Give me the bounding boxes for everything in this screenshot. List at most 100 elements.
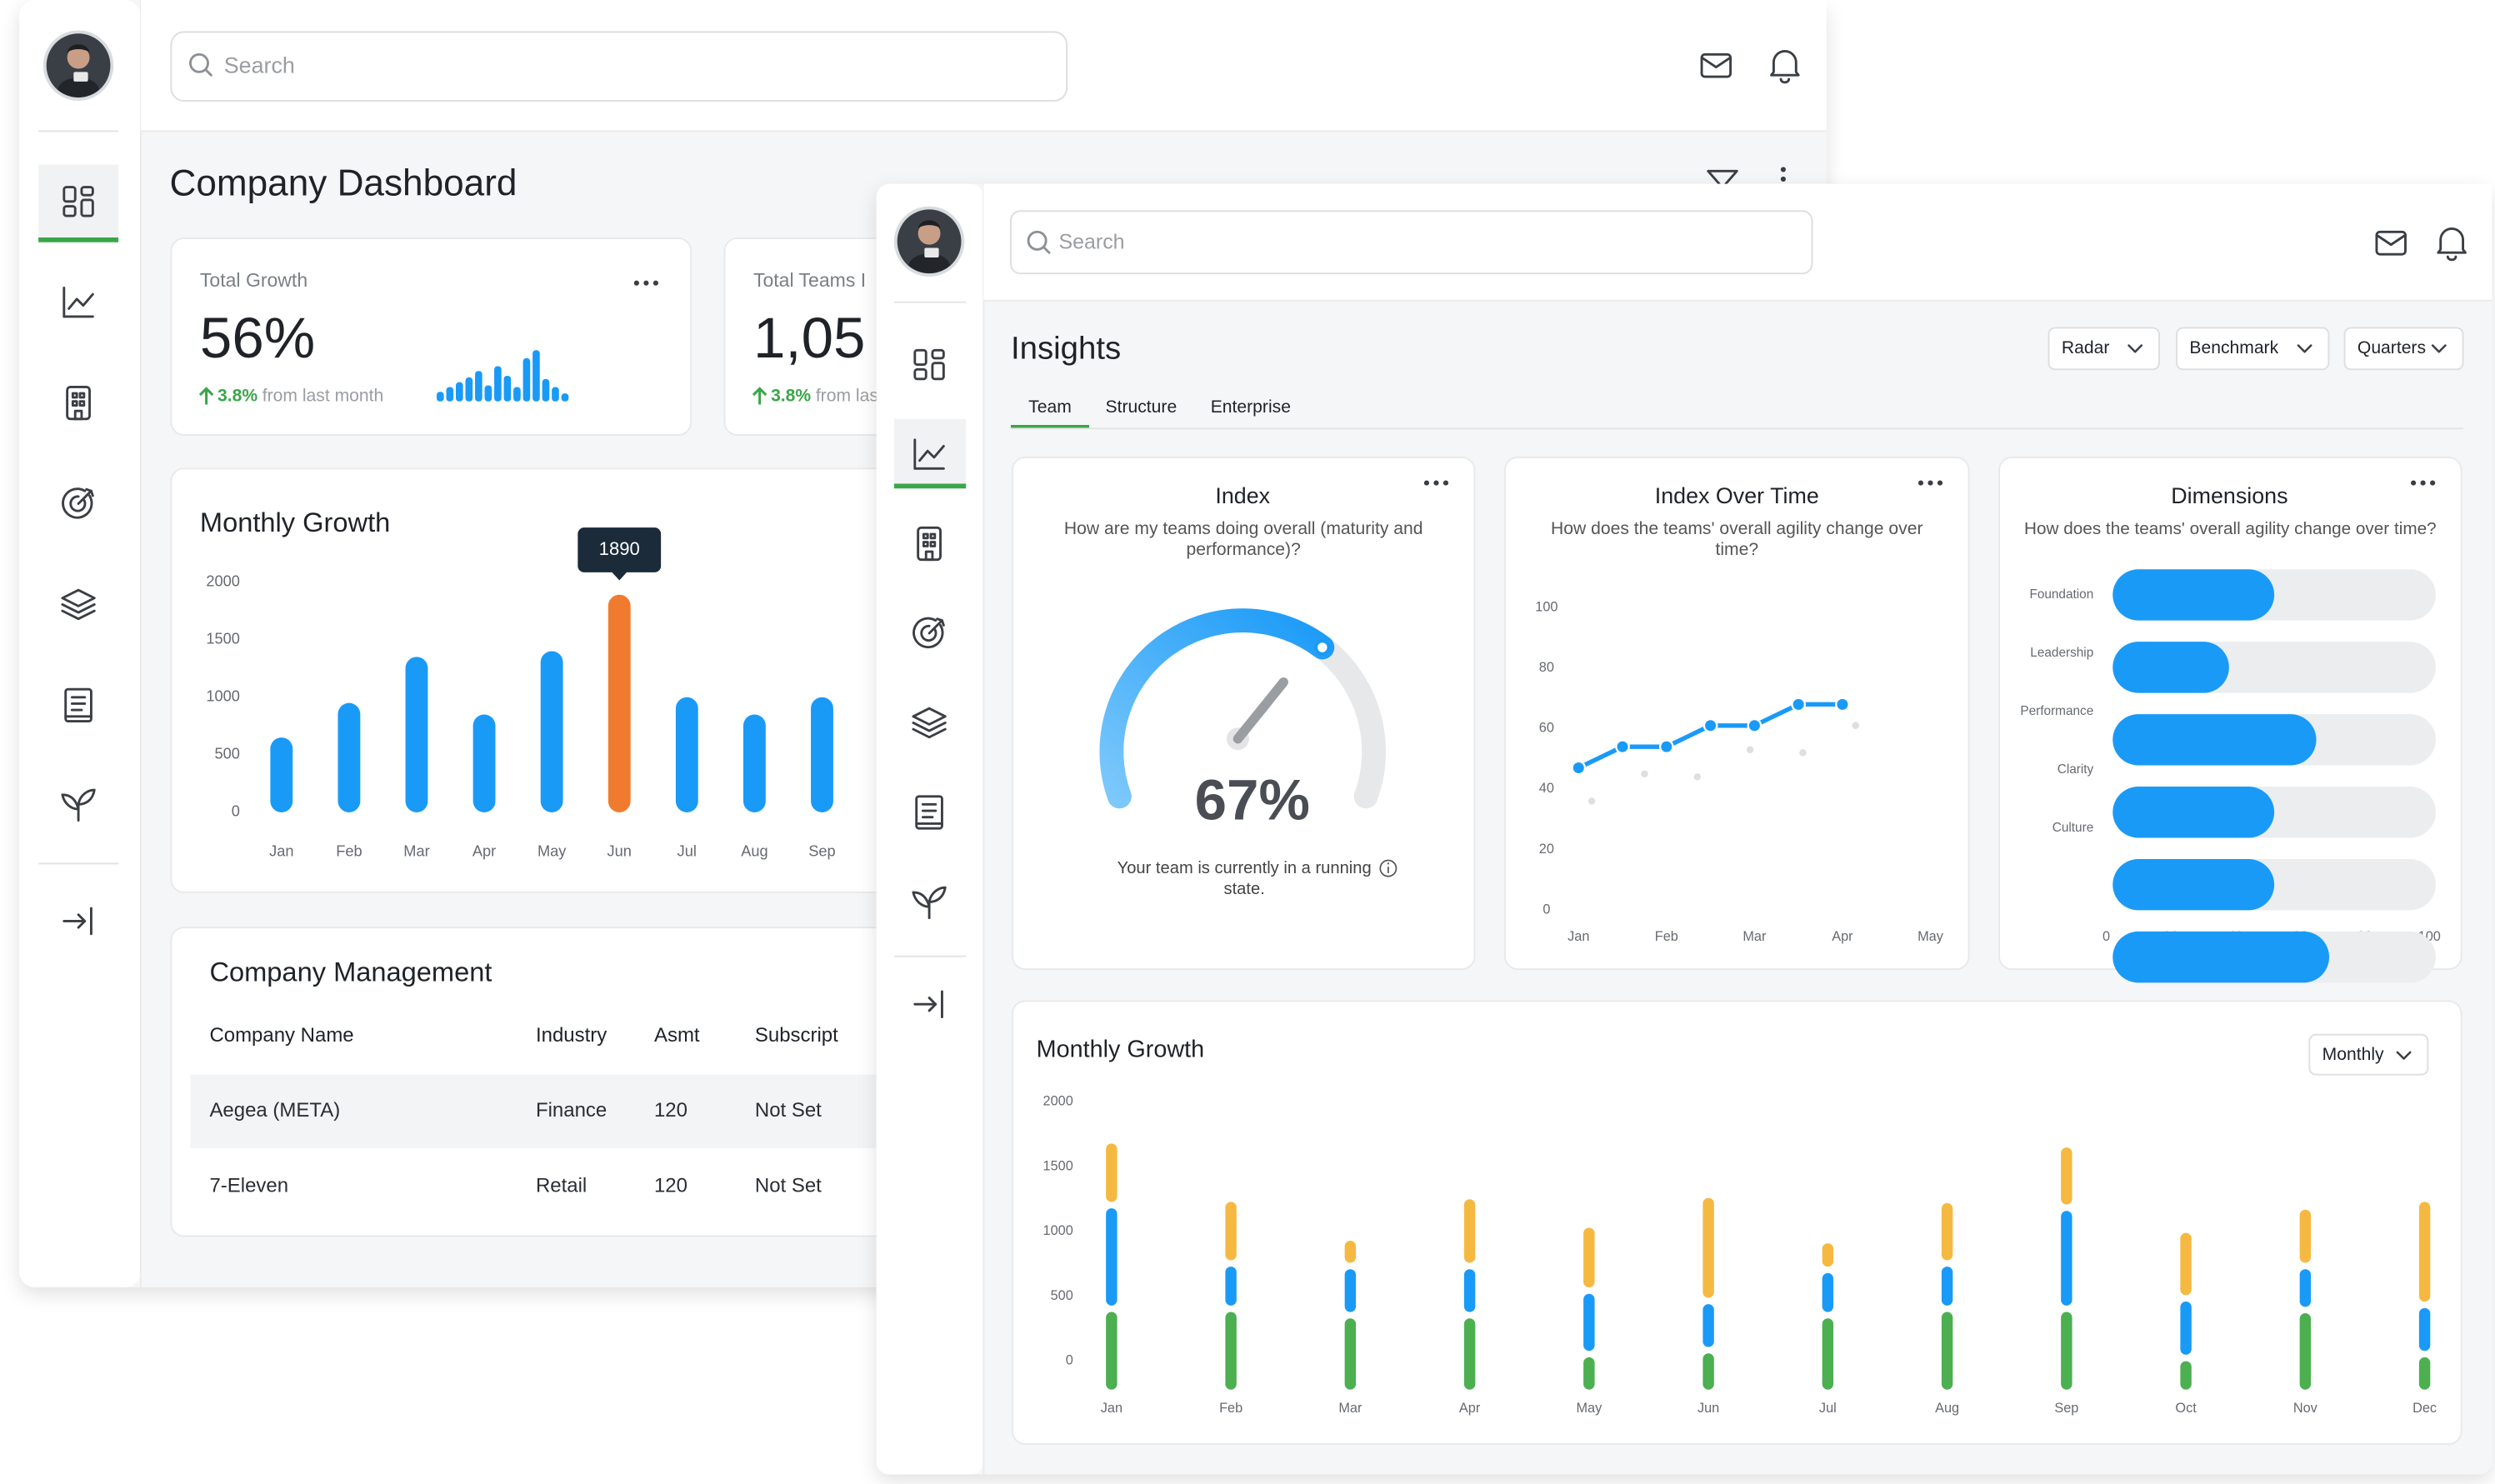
line-point [1835, 697, 1850, 712]
bar-segment [2061, 1147, 2072, 1205]
benchmark-point [1693, 773, 1701, 781]
tab[interactable]: Team [1028, 397, 1072, 417]
x-tick-label: Apr [472, 842, 496, 860]
bar-segment [2418, 1357, 2431, 1390]
bar [2112, 714, 2317, 766]
y-tick-label: 60 [1539, 721, 1554, 736]
chart-title: Monthly Growth [1037, 1037, 1204, 1063]
kpi-change: 3.8% [771, 387, 811, 406]
x-tick-label: Aug [1935, 1401, 1959, 1416]
kpi-value: 56% [200, 305, 315, 370]
company-table: Company Name Industry Asmt Subscript Aegea (… [190, 1024, 911, 1197]
y-tick-label: 0 [1066, 1353, 1073, 1368]
dropdown-label: Benchmark [2189, 338, 2278, 357]
y-tick-label: 2000 [1043, 1094, 1073, 1109]
x-tick-label: Jun [1698, 1401, 1719, 1416]
kpi-label: Total Teams I [753, 269, 866, 291]
bar-segment [1822, 1318, 1834, 1390]
row-background [190, 1074, 911, 1148]
period-dropdown[interactable] [2308, 1033, 2429, 1076]
bar-segment [1822, 1243, 1834, 1267]
search-box[interactable] [1010, 210, 1813, 275]
category-label: Clarity [2058, 762, 2094, 777]
card-title: Index Over Time [1655, 483, 1819, 508]
gauge-needle [1232, 677, 1288, 744]
bar-segment [1702, 1304, 1714, 1347]
y-tick-label: 500 [215, 745, 240, 762]
bar-segment [1344, 1240, 1357, 1263]
x-tick-label: Nov [2293, 1401, 2318, 1416]
dropdown[interactable] [2343, 327, 2464, 371]
card-subtitle: How does the teams' overall agility chan… [1551, 519, 1923, 560]
stacked-bar-chart: 0 500 1000 1500 2000 Jan Feb Mar Apr May Jun Jul Aug… [1043, 1094, 2438, 1416]
bar-segment [2180, 1232, 2192, 1296]
benchmark-point [1746, 746, 1754, 753]
y-tick-label: 1000 [206, 687, 240, 705]
category-label: Performance [2020, 704, 2093, 718]
bar-segment [1463, 1318, 1476, 1390]
y-tick-label: 20 [1539, 842, 1554, 857]
y-tick-label: 500 [1051, 1288, 1073, 1303]
bar [675, 697, 698, 812]
card-subtitle: How does the teams' overall agility chan… [2024, 519, 2437, 539]
bar-segment [2061, 1312, 2072, 1390]
up-arrow [752, 387, 768, 405]
card-subtitle-box: How are my teams doing overall (maturity… [1064, 520, 1423, 560]
avatar[interactable] [42, 30, 114, 101]
bar-segment [1822, 1272, 1834, 1312]
up-arrow [198, 387, 214, 405]
bar-segment [1702, 1353, 1714, 1390]
bar-segment [2180, 1302, 2192, 1355]
info-icon[interactable] [1379, 859, 1398, 877]
y-tick-label: 0 [232, 802, 240, 820]
info-circle[interactable] [1379, 859, 1398, 877]
bar-segment [1941, 1312, 1953, 1390]
x-tick-label: Mar [403, 842, 429, 860]
bar-segment [1225, 1202, 1237, 1261]
page-title: Insights [1011, 330, 1121, 366]
controls: Radar Benchmark Quarters Team Structure Enter… [1010, 327, 2464, 430]
sparkline-bar [542, 378, 550, 402]
bar-chart: 0 500 1000 1500 2000 Jan Feb Mar Apr May Jun Jul Aug… [206, 527, 836, 860]
bar [540, 651, 563, 812]
dropdown[interactable] [2176, 327, 2330, 371]
card-menu[interactable] [1423, 480, 1449, 486]
table-cell: Aegea (META) [209, 1099, 340, 1122]
x-tick-label: Feb [1219, 1401, 1242, 1416]
x-tick-label: Oct [2175, 1401, 2197, 1416]
table-cell: 120 [654, 1099, 688, 1122]
card-menu[interactable] [2411, 480, 2436, 486]
sparkline-bar [513, 387, 521, 402]
card-title: Dimensions [2171, 483, 2288, 508]
bar [270, 737, 293, 812]
benchmark-point [1588, 797, 1596, 805]
tooltip [578, 527, 662, 572]
x-tick-label: Mar [1338, 1401, 1362, 1416]
tab[interactable]: Enterprise [1211, 397, 1291, 417]
tooltip-value: 1890 [599, 538, 640, 559]
sparkline-bar [475, 371, 482, 402]
bar-segment [2061, 1211, 2072, 1306]
x-tick-label: 0 [2102, 929, 2110, 944]
avatar[interactable] [893, 206, 965, 277]
bar-segment [2299, 1269, 2312, 1307]
sparkline-bar [532, 350, 540, 402]
active-nav-background [38, 164, 119, 240]
tab[interactable]: Structure [1106, 397, 1178, 417]
bar-segment [1463, 1199, 1476, 1263]
bar-segment [1225, 1267, 1237, 1306]
card-menu[interactable] [633, 280, 658, 286]
sparkline-bar [522, 357, 531, 402]
dropdown[interactable] [2048, 327, 2160, 371]
sparkline-bar [561, 393, 569, 402]
bar-segment [2180, 1361, 2192, 1390]
chart-card [1011, 1000, 2462, 1445]
search-box[interactable] [170, 31, 1068, 102]
info-dot [1387, 862, 1390, 865]
sparkline [436, 350, 569, 402]
column-header: Industry [536, 1024, 607, 1047]
card-menu[interactable] [1918, 480, 1943, 486]
bar-segment [1225, 1312, 1237, 1390]
y-tick-label: 100 [1535, 600, 1558, 615]
